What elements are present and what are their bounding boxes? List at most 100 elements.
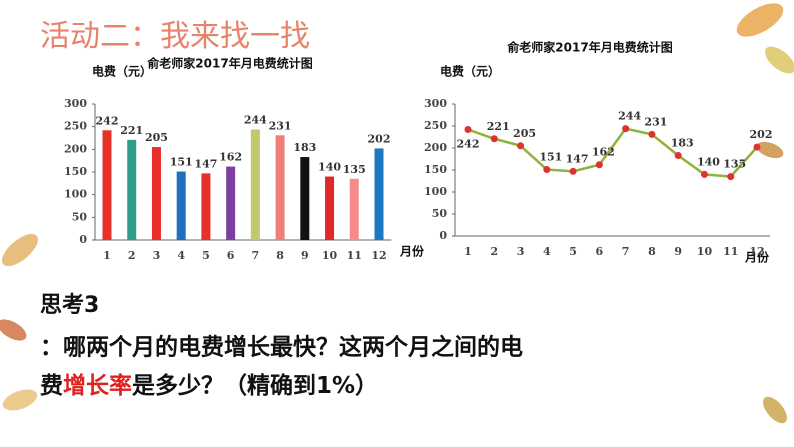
data-label: 221 — [120, 124, 143, 137]
data-label: 205 — [513, 127, 536, 140]
bar — [374, 148, 384, 240]
y-tick-label: 250 — [424, 119, 447, 132]
chart-title: 俞老师家2017年月电费统计图 — [506, 40, 672, 55]
data-label: 140 — [318, 161, 341, 174]
marker — [464, 126, 472, 134]
x-tick-label: 11 — [723, 245, 738, 258]
data-label: 242 — [96, 114, 119, 127]
data-label: 202 — [750, 128, 773, 141]
y-tick-label: 300 — [424, 97, 447, 110]
x-tick-label: 5 — [202, 249, 210, 262]
bar — [349, 178, 359, 240]
leaf-decor — [0, 3, 794, 424]
marker — [595, 161, 603, 169]
data-label: 135 — [723, 158, 746, 171]
y-tick-label: 300 — [64, 97, 87, 110]
x-tick-label: 4 — [177, 249, 185, 262]
x-tick-label: 2 — [490, 245, 498, 258]
y-axis-label: 电费（元） — [440, 64, 500, 79]
data-label: 147 — [194, 157, 217, 170]
bar — [127, 139, 137, 240]
marker — [543, 166, 551, 174]
y-axis-label: 电费（元） — [92, 64, 152, 79]
data-label: 205 — [145, 131, 168, 144]
data-label: 162 — [219, 151, 242, 164]
question-label: 思考3 — [40, 293, 99, 318]
x-axis-label: 月份 — [744, 250, 770, 265]
y-tick-label: 100 — [424, 185, 447, 198]
marker — [622, 125, 630, 133]
x-tick-label: 1 — [103, 249, 111, 262]
y-tick-label: 150 — [424, 163, 447, 176]
bar — [275, 135, 285, 240]
x-tick-label: 11 — [347, 249, 362, 262]
data-label: 140 — [697, 155, 720, 168]
marker — [727, 173, 735, 181]
y-tick-label: 50 — [432, 207, 448, 220]
x-tick-label: 9 — [674, 245, 682, 258]
data-label: 147 — [566, 152, 589, 165]
chart-title: 俞老师家2017年月电费统计图 — [146, 56, 312, 71]
question-line: ：哪两个月的电费增长最快？这两个月之间的电 — [40, 334, 523, 361]
question-text: 费 — [40, 373, 63, 399]
data-label: 183 — [671, 136, 694, 149]
question-text: 是多少？（精确到1%） — [132, 372, 378, 399]
heading: 活动二：我来找一找 — [40, 19, 310, 54]
marker — [517, 142, 525, 150]
x-tick-label: 5 — [569, 245, 577, 258]
y-tick-label: 0 — [439, 229, 447, 242]
data-label: 162 — [592, 146, 615, 159]
data-label: 151 — [170, 156, 193, 169]
x-tick-label: 8 — [276, 249, 284, 262]
data-label: 183 — [293, 141, 316, 154]
data-label: 202 — [368, 132, 391, 145]
x-tick-label: 4 — [543, 245, 551, 258]
data-label: 231 — [269, 119, 292, 132]
x-tick-label: 6 — [596, 245, 604, 258]
x-tick-label: 3 — [153, 249, 161, 262]
bar — [201, 173, 211, 240]
marker — [674, 151, 682, 159]
x-tick-label: 8 — [648, 245, 656, 258]
x-tick-label: 10 — [697, 245, 713, 258]
y-tick-label: 150 — [64, 165, 87, 178]
y-tick-label: 50 — [72, 210, 88, 223]
data-label: 244 — [244, 113, 267, 126]
data-label: 242 — [457, 138, 480, 151]
x-axis-label: 月份 — [399, 244, 425, 259]
x-tick-label: 2 — [128, 249, 136, 262]
bar — [226, 166, 236, 240]
y-tick-label: 250 — [64, 120, 87, 133]
x-tick-label: 12 — [749, 245, 764, 258]
bar — [176, 171, 186, 240]
x-tick-label: 7 — [622, 245, 630, 258]
bar — [325, 176, 335, 240]
marker — [569, 167, 577, 175]
question-line: 费增长率是多少？（精确到1%） — [40, 372, 378, 399]
bar — [151, 147, 161, 240]
y-tick-label: 0 — [79, 233, 87, 246]
bar — [250, 129, 260, 240]
marker — [700, 170, 708, 178]
bar — [102, 130, 112, 240]
y-tick-label: 200 — [424, 141, 447, 154]
line — [467, 127, 758, 178]
marker — [753, 143, 761, 151]
data-label: 221 — [487, 120, 510, 133]
question-highlight: 增长率 — [63, 372, 132, 399]
marker — [490, 135, 498, 143]
marker — [648, 130, 656, 138]
data-label: 135 — [343, 163, 366, 176]
bar — [300, 157, 310, 240]
x-tick-label: 12 — [371, 249, 386, 262]
data-label: 231 — [644, 115, 667, 128]
data-label: 151 — [539, 151, 562, 164]
x-tick-label: 9 — [301, 249, 309, 262]
x-tick-label: 1 — [464, 245, 472, 258]
y-tick-label: 100 — [64, 188, 87, 201]
y-tick-label: 200 — [64, 142, 87, 155]
x-tick-label: 7 — [252, 249, 260, 262]
x-tick-label: 3 — [517, 245, 525, 258]
x-tick-label: 10 — [322, 249, 338, 262]
